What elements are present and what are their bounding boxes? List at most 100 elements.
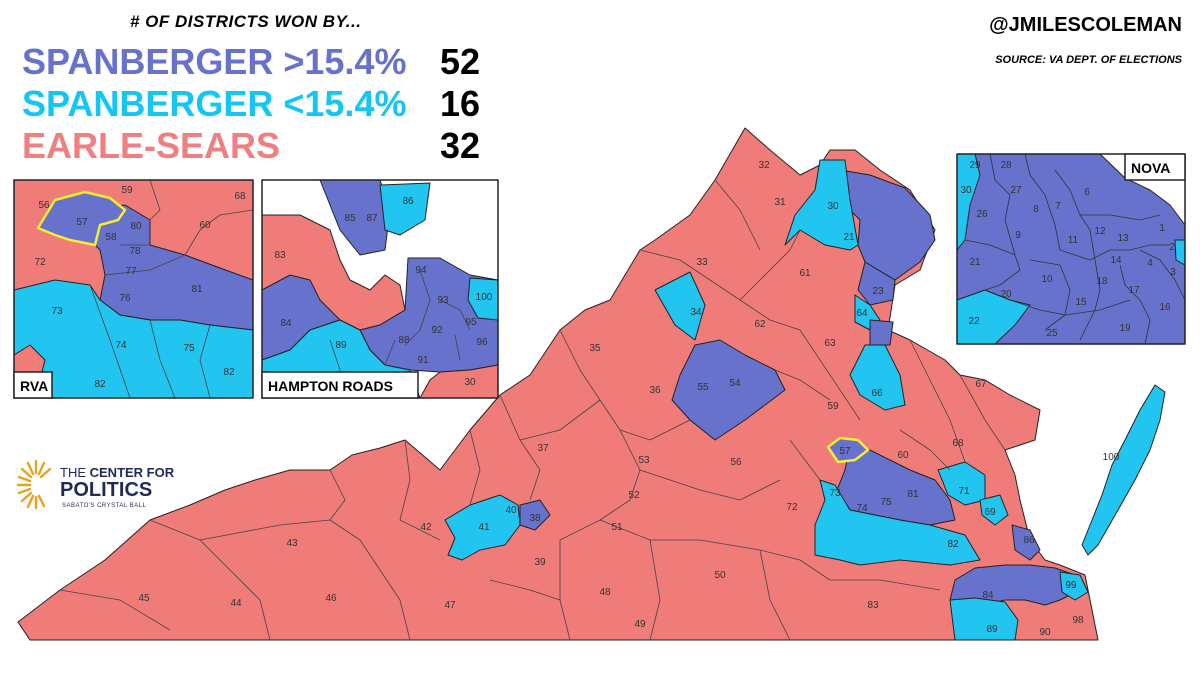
district-label-main-37: 37 xyxy=(537,443,549,454)
rva-inset xyxy=(13,179,254,399)
district-label-main-48: 48 xyxy=(599,587,611,598)
district-label-nova-19: 19 xyxy=(1119,323,1131,334)
district-label-main-40: 40 xyxy=(505,505,517,516)
district-label-main-44: 44 xyxy=(230,598,242,609)
district-label-main-68: 68 xyxy=(952,438,964,449)
legend-label-spanberger-low: SPANBERGER <15.4% xyxy=(22,83,407,124)
district-label-main-100: 100 xyxy=(1103,452,1120,463)
district-label-nova-29: 29 xyxy=(969,160,981,171)
district-label-main-71: 71 xyxy=(958,486,970,497)
district-label-rva-82: 82 xyxy=(94,379,106,390)
district-label-main-74: 74 xyxy=(856,503,868,514)
district-label-rva-76: 76 xyxy=(119,293,131,304)
district-label-main-59: 59 xyxy=(827,401,839,412)
district-label-main-63: 63 xyxy=(824,338,836,349)
district-label-nova-28: 28 xyxy=(1000,160,1012,171)
district-label-nova-22: 22 xyxy=(968,316,980,327)
district-label-rva-74: 74 xyxy=(115,340,127,351)
main-map xyxy=(17,127,1166,641)
district-label-nova-3: 3 xyxy=(1170,267,1176,278)
nova-inset xyxy=(956,153,1186,345)
district-label-main-62: 62 xyxy=(754,319,766,330)
district-label-main-31: 31 xyxy=(774,197,786,208)
hampton-inset-title: HAMPTON ROADS xyxy=(268,378,393,394)
district-label-hampton-94: 94 xyxy=(415,265,427,276)
district-label-hampton-89: 89 xyxy=(335,340,347,351)
district-label-rva-80: 80 xyxy=(130,221,142,232)
district-label-nova-8: 8 xyxy=(1033,204,1039,215)
district-69-light xyxy=(979,494,1009,526)
district-label-hampton-100: 100 xyxy=(476,292,493,303)
district-label-main-99: 99 xyxy=(1065,580,1077,591)
nova-inset-title: NOVA xyxy=(1131,160,1170,176)
district-label-main-23: 23 xyxy=(872,286,884,297)
district-66-light xyxy=(849,344,906,411)
district-label-nova-26: 26 xyxy=(976,209,988,220)
district-label-main-90: 90 xyxy=(1039,627,1051,638)
district-label-main-32: 32 xyxy=(758,160,770,171)
chart-heading: # OF DISTRICTS WON BY... xyxy=(130,12,362,31)
district-label-nova-25: 25 xyxy=(1046,328,1058,339)
legend-label-earle-sears: EARLE-SEARS xyxy=(22,125,281,166)
district-label-rva-57: 57 xyxy=(76,217,88,228)
district-label-main-56: 56 xyxy=(730,457,742,468)
district-label-hampton-87: 87 xyxy=(366,213,378,224)
district-label-main-46: 46 xyxy=(325,593,337,604)
district-label-main-43: 43 xyxy=(286,538,298,549)
district-label-main-66: 66 xyxy=(871,388,883,399)
district-label-main-34: 34 xyxy=(690,307,702,318)
hampton-labels: 85 87 86 83 94 93 100 84 88 92 95 96 89 91 30 xyxy=(274,196,492,388)
district-55-54-dark xyxy=(671,339,786,441)
district-label-main-51: 51 xyxy=(611,522,623,533)
district-label-nova-11: 11 xyxy=(1068,235,1079,246)
logo: THE CENTER FOR POLITICS SABATO'S CRYSTAL… xyxy=(12,455,182,515)
district-label-hampton-92: 92 xyxy=(431,325,443,336)
district-label-rva-68: 68 xyxy=(234,191,246,202)
district-label-main-57: 57 xyxy=(839,446,851,457)
district-label-main-83: 83 xyxy=(867,600,879,611)
district-label-nova-6: 6 xyxy=(1084,187,1090,198)
district-64b-dark xyxy=(869,319,894,346)
district-89-light xyxy=(949,597,1019,641)
district-label-main-21: 21 xyxy=(843,232,855,243)
district-label-rva-58: 58 xyxy=(105,232,117,243)
district-label-main-86: 86 xyxy=(1023,535,1035,546)
district-label-nova-9: 9 xyxy=(1015,230,1021,241)
district-label-nova-20: 20 xyxy=(1000,289,1012,300)
district-label-main-38: 38 xyxy=(529,513,541,524)
district-label-main-30: 30 xyxy=(827,201,839,212)
district-label-nova-18: 18 xyxy=(1096,276,1108,287)
district-label-main-69: 69 xyxy=(984,507,996,518)
district-label-main-89: 89 xyxy=(986,624,998,635)
logo-line-3: SABATO'S CRYSTAL BALL xyxy=(62,503,147,509)
district-label-nova-27: 27 xyxy=(1010,185,1022,196)
district-label-main-45: 45 xyxy=(138,593,150,604)
author-handle: @JMILESCOLEMAN xyxy=(989,14,1182,36)
legend-count-spanberger-high: 52 xyxy=(440,41,481,82)
district-label-main-64: 64 xyxy=(856,308,868,319)
district-label-hampton-88: 88 xyxy=(398,335,410,346)
source-note: SOURCE: VA DEPT. OF ELECTIONS xyxy=(995,54,1182,66)
legend-count-earle-sears: 32 xyxy=(440,125,481,166)
district-label-hampton-96: 96 xyxy=(476,337,488,348)
district-label-hampton-86: 86 xyxy=(402,196,414,207)
district-label-main-53: 53 xyxy=(638,455,650,466)
district-label-hampton-84: 84 xyxy=(280,318,292,329)
district-label-main-61: 61 xyxy=(799,268,811,279)
district-label-hampton-91: 91 xyxy=(417,355,429,366)
district-label-hampton-95: 95 xyxy=(465,317,477,328)
district-label-nova-7: 7 xyxy=(1055,201,1061,212)
district-100-light xyxy=(1081,384,1166,556)
district-label-hampton-93: 93 xyxy=(437,295,449,306)
district-label-main-33: 33 xyxy=(696,257,708,268)
district-label-main-67: 67 xyxy=(975,379,987,390)
district-label-main-98: 98 xyxy=(1072,615,1084,626)
district-label-nova-21: 21 xyxy=(969,257,981,268)
district-label-main-35: 35 xyxy=(589,343,601,354)
district-label-nova-15: 15 xyxy=(1075,297,1087,308)
rva-cluster-light xyxy=(814,479,981,566)
district-label-main-60: 60 xyxy=(897,450,909,461)
